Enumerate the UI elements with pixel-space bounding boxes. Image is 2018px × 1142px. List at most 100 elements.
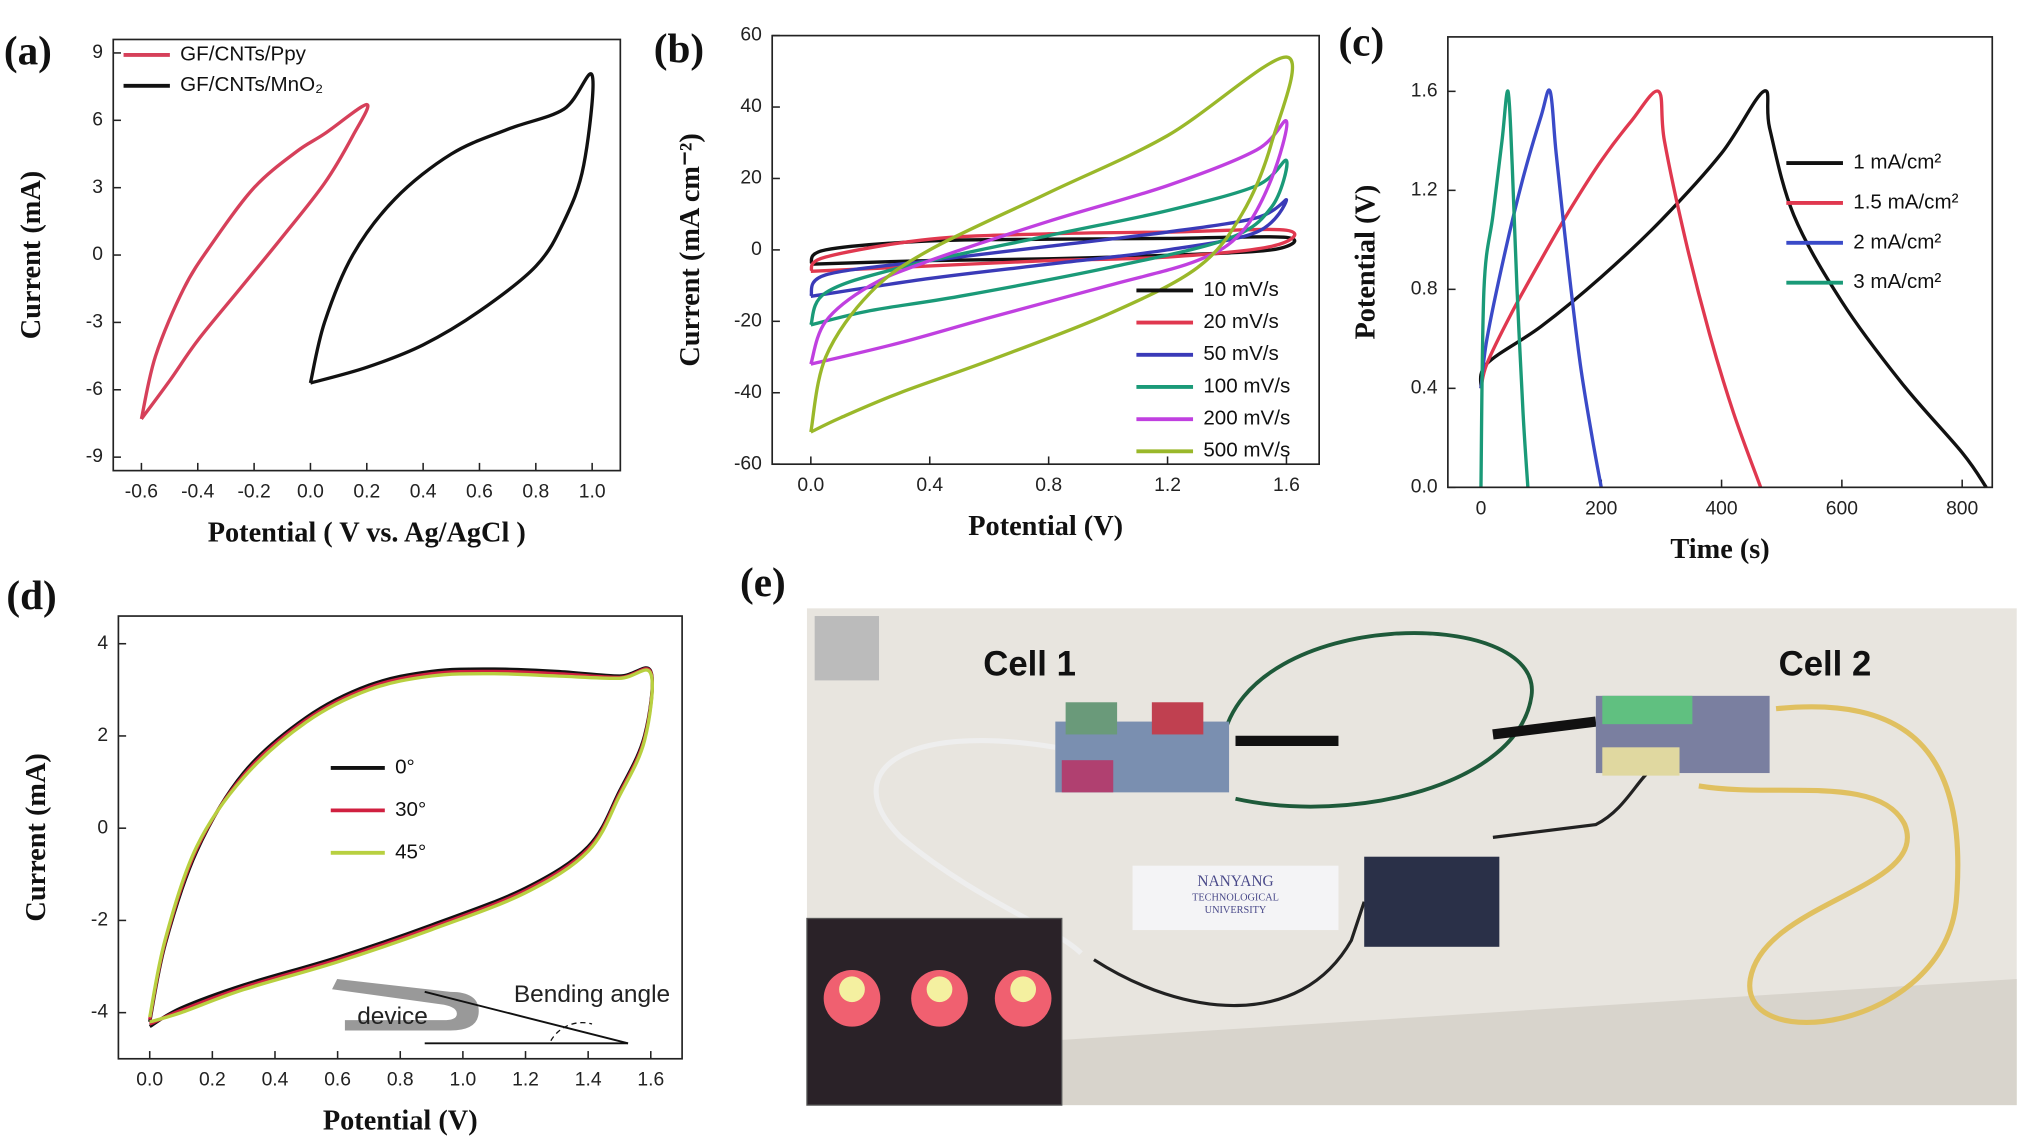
x-tick-label: 0.2 bbox=[199, 1070, 226, 1091]
x-tick-label: 0.8 bbox=[1035, 475, 1062, 496]
y-tick-label: 1.6 bbox=[1411, 80, 1438, 101]
x-axis-label: Time (s) bbox=[1670, 534, 1769, 565]
y-axis-label: Potential (V) bbox=[1351, 185, 1382, 340]
data-line bbox=[148, 668, 654, 1024]
x-tick-label: 0.0 bbox=[297, 482, 324, 503]
data-line bbox=[809, 227, 1297, 273]
x-tick-label: 0.0 bbox=[797, 475, 824, 496]
y-tick-label: -40 bbox=[734, 382, 762, 403]
x-tick-label: 600 bbox=[1826, 498, 1858, 519]
panel-label: (b) bbox=[654, 25, 704, 72]
panel-label: (e) bbox=[740, 559, 786, 606]
led-glow bbox=[839, 976, 865, 1003]
panel-label: (a) bbox=[4, 27, 52, 74]
cell-label: Cell 2 bbox=[1779, 645, 1872, 683]
y-tick-label: 40 bbox=[740, 96, 761, 117]
wire bbox=[1093, 771, 1649, 1008]
legend-label: GF/CNTs/MnO₂ bbox=[180, 73, 323, 96]
x-tick-label: 1.0 bbox=[449, 1070, 476, 1091]
device-sketch bbox=[332, 978, 479, 1031]
angle-arc bbox=[550, 1021, 593, 1042]
y-axis-label: Current (mA) bbox=[16, 171, 47, 339]
data-line bbox=[1479, 89, 1763, 488]
y-axis-label: Current (mA cm⁻²) bbox=[675, 133, 706, 367]
clip bbox=[1235, 716, 1597, 747]
cell-label: Cell 1 bbox=[983, 645, 1076, 683]
x-tick-label: 200 bbox=[1585, 498, 1617, 519]
y-tick-label: 0 bbox=[751, 239, 762, 260]
x-tick-label: 0.4 bbox=[262, 1070, 289, 1091]
bend-line bbox=[424, 990, 629, 1045]
x-tick-label: 0 bbox=[1476, 498, 1487, 519]
y-tick-label: 1.2 bbox=[1411, 179, 1438, 200]
annotation: device bbox=[357, 1003, 428, 1030]
y-tick-label: 0 bbox=[97, 817, 108, 838]
y-axis-label: Current (mA) bbox=[21, 753, 52, 921]
legend-label: 100 mV/s bbox=[1203, 374, 1290, 397]
y-tick-label: -6 bbox=[86, 379, 103, 400]
led-board bbox=[1364, 856, 1500, 947]
photo-corner bbox=[814, 616, 880, 681]
y-tick-label: 60 bbox=[740, 25, 761, 46]
chart-panel: (d) 0.0 0.2 0.4 0.6 0.8 1.0 1.2 1.4 1.6 4 2 0 -2 -4 Pot… bbox=[6, 572, 683, 1137]
clip bbox=[1151, 702, 1204, 735]
y-tick-label: 6 bbox=[92, 109, 103, 130]
legend-label: 1 mA/cm² bbox=[1853, 150, 1941, 173]
x-axis-label: Potential ( V vs. Ag/AgCl ) bbox=[208, 517, 526, 548]
panel-label: (c) bbox=[1338, 18, 1384, 65]
x-tick-label: 800 bbox=[1946, 498, 1978, 519]
y-tick-label: -2 bbox=[91, 910, 108, 931]
x-tick-label: 0.2 bbox=[353, 482, 380, 503]
x-tick-label: 0.6 bbox=[324, 1070, 351, 1091]
chart-panel: (a) -0.6 -0.4 -0.2 0.0 0.2 0.4 0.6 0.8 1.0 9 6 3 0 -3 -… bbox=[4, 27, 622, 548]
data-line bbox=[809, 55, 1295, 434]
chart-panel: (b) 0.0 0.4 0.8 1.2 1.6 60 40 20 0 -20 -40 -60 Potent… bbox=[654, 25, 1321, 542]
legend-label: 10 mV/s bbox=[1203, 278, 1278, 301]
x-tick-label: 1.0 bbox=[579, 482, 606, 503]
x-tick-label: 0.0 bbox=[136, 1070, 163, 1091]
legend-label: 50 mV/s bbox=[1203, 342, 1278, 365]
clip bbox=[1602, 695, 1693, 725]
legend-label: 20 mV/s bbox=[1203, 310, 1278, 333]
wire bbox=[1698, 704, 1961, 1025]
y-tick-label: 0.0 bbox=[1411, 476, 1438, 497]
y-tick-label: 0.4 bbox=[1411, 377, 1438, 398]
y-tick-label: 4 bbox=[97, 633, 108, 654]
clip bbox=[1061, 760, 1114, 793]
led-glow bbox=[926, 976, 953, 1003]
y-tick-label: 0 bbox=[92, 244, 103, 265]
y-tick-label: -4 bbox=[91, 1002, 108, 1023]
annotation: Bending angle bbox=[514, 981, 670, 1008]
logo-text: TECHNOLOGICAL bbox=[1192, 892, 1279, 903]
x-tick-label: 0.4 bbox=[410, 482, 437, 503]
logo-text: NANYANG bbox=[1197, 873, 1273, 890]
x-tick-label: 400 bbox=[1705, 498, 1737, 519]
wire bbox=[1220, 631, 1534, 809]
x-tick-label: 1.6 bbox=[1273, 475, 1300, 496]
x-tick-label: -0.4 bbox=[181, 482, 215, 503]
y-tick-label: 20 bbox=[740, 168, 761, 189]
plot-frame bbox=[1447, 36, 1994, 489]
x-tick-label: 1.2 bbox=[1154, 475, 1181, 496]
legend-label: 45° bbox=[395, 840, 426, 863]
y-tick-label: -20 bbox=[734, 310, 762, 331]
data-line bbox=[1478, 89, 1988, 489]
x-axis-label: Potential (V) bbox=[968, 511, 1123, 542]
x-tick-label: 0.8 bbox=[522, 482, 549, 503]
x-tick-label: -0.2 bbox=[237, 482, 270, 503]
x-tick-label: 0.6 bbox=[466, 482, 493, 503]
x-tick-label: 1.4 bbox=[575, 1070, 602, 1091]
legend-label: GF/CNTs/Ppy bbox=[180, 42, 306, 65]
y-tick-label: 9 bbox=[92, 42, 103, 63]
legend-label: 500 mV/s bbox=[1203, 439, 1290, 462]
plot-frame bbox=[771, 34, 1321, 466]
y-tick-label: -3 bbox=[86, 312, 103, 333]
y-tick-label: -9 bbox=[86, 446, 103, 467]
logo-card bbox=[1132, 865, 1339, 931]
clip bbox=[1065, 702, 1118, 735]
y-tick-label: 0.8 bbox=[1411, 278, 1438, 299]
legend-label: 200 mV/s bbox=[1203, 407, 1290, 430]
x-tick-label: -0.6 bbox=[125, 482, 158, 503]
